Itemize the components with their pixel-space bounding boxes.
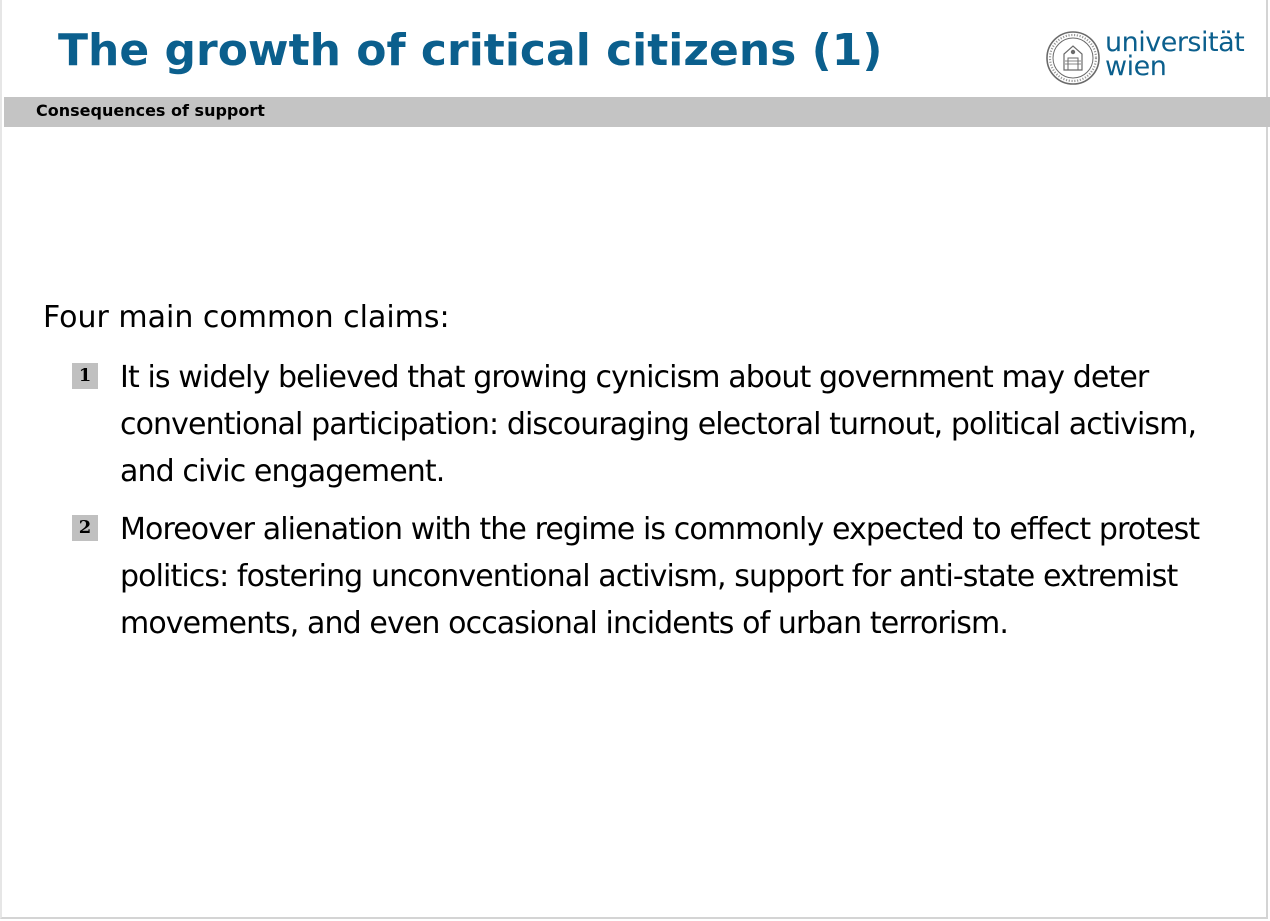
logo-line-universitat: universität <box>1105 27 1245 58</box>
university-seal-icon <box>1046 31 1100 85</box>
item-text: Moreover alienation with the regime is c… <box>120 512 1200 641</box>
item-number-badge: 1 <box>72 363 98 389</box>
section-bar: Consequences of support <box>4 97 1270 127</box>
section-title: Consequences of support <box>36 101 265 120</box>
item-number-badge: 2 <box>72 515 98 541</box>
logo-line-wien: wien <box>1105 51 1167 82</box>
slide-title: The growth of critical citizens (1) <box>58 25 883 76</box>
university-logo: universität wien <box>1045 27 1245 88</box>
intro-text: Four main common claims: <box>43 300 450 335</box>
logo-wordmark: universität wien <box>1105 27 1245 82</box>
item-text: It is widely believed that growing cynic… <box>120 360 1197 489</box>
